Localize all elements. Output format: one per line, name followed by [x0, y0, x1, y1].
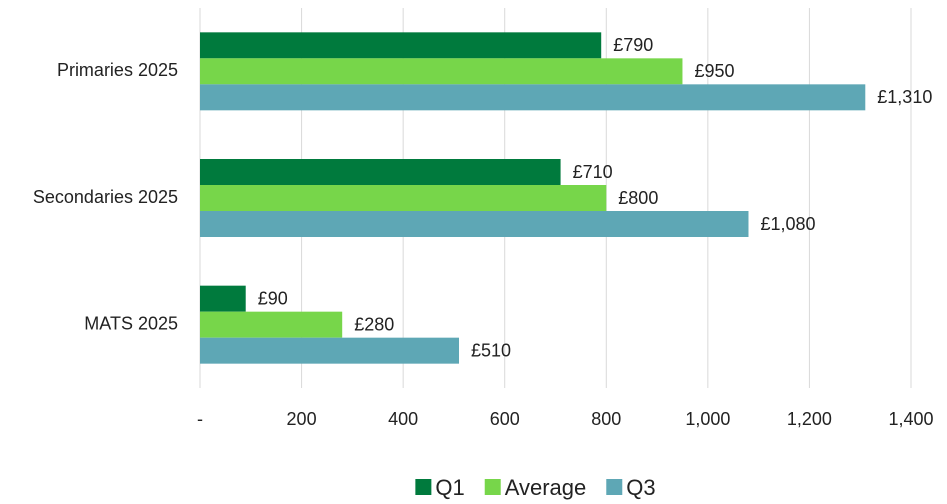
- legend-swatch: [415, 479, 432, 495]
- bar: [200, 84, 866, 111]
- bar: [200, 159, 561, 185]
- value-label: £1,080: [760, 214, 815, 234]
- x-tick-label: 200: [287, 409, 317, 429]
- value-label: £1,310: [877, 87, 932, 107]
- legend-label: Q3: [626, 475, 655, 500]
- y-tick-label: MATS 2025: [84, 313, 178, 333]
- x-tick-label: 800: [591, 409, 621, 429]
- x-tick-label: 1,000: [685, 409, 730, 429]
- value-label: £710: [573, 162, 613, 182]
- bar: [200, 32, 602, 59]
- bar: [200, 211, 749, 237]
- bar: [200, 285, 246, 312]
- legend-swatch: [606, 479, 623, 495]
- bar: [200, 337, 460, 364]
- x-tick-label: 1,400: [888, 409, 933, 429]
- x-tick-label: -: [197, 409, 203, 429]
- bar: [200, 58, 683, 85]
- y-tick-label: Secondaries 2025: [33, 187, 178, 207]
- x-tick-label: 600: [490, 409, 520, 429]
- y-tick-label: Primaries 2025: [57, 60, 178, 80]
- value-label: £90: [258, 288, 288, 308]
- value-label: £510: [471, 340, 511, 360]
- legend-label: Average: [505, 475, 587, 500]
- x-tick-label: 1,200: [787, 409, 832, 429]
- bar: [200, 185, 607, 211]
- value-label: £790: [613, 35, 653, 55]
- value-label: £280: [354, 314, 394, 334]
- bar: [200, 311, 343, 338]
- legend-label: Q1: [435, 475, 464, 500]
- value-label: £950: [694, 61, 734, 81]
- value-label: £800: [618, 188, 658, 208]
- legend-swatch: [484, 479, 501, 495]
- x-tick-label: 400: [388, 409, 418, 429]
